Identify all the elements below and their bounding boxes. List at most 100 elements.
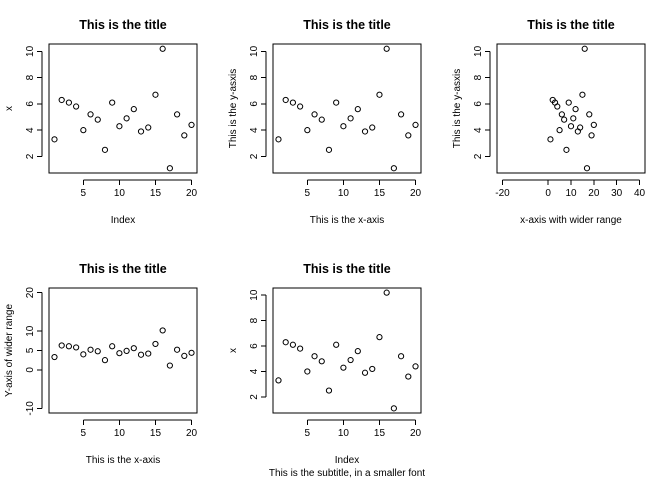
y-tick-label: 8 [25, 74, 36, 80]
data-point [333, 99, 340, 106]
data-point [275, 136, 282, 143]
data-point [397, 353, 405, 360]
data-point [340, 123, 347, 130]
data-point [297, 103, 304, 110]
data-points [275, 289, 419, 412]
chart-title: This is the title [303, 18, 391, 32]
x-tick-label: 15 [150, 428, 162, 439]
y-tick-label: 2 [249, 394, 260, 400]
x-axis-label: This is the x-axis [86, 455, 160, 466]
data-point [590, 121, 597, 129]
chart-panel-3: -20 0 10 20 30 40 2 4 6 8 10 This is the title x-axi… [452, 18, 646, 226]
data-point [166, 165, 173, 172]
data-point [347, 356, 354, 364]
data-point [289, 341, 297, 348]
data-point [561, 116, 568, 123]
x-tick-label: 5 [305, 428, 311, 439]
data-point [65, 343, 73, 350]
data-point [101, 146, 109, 153]
x-tick-label: 30 [611, 188, 623, 199]
data-point [137, 351, 145, 358]
y-tick-label: 2 [473, 153, 484, 159]
y-tick-label: 6 [25, 101, 36, 107]
data-point [289, 99, 297, 106]
data-point [318, 116, 325, 123]
data-point [304, 127, 311, 134]
data-point [130, 106, 137, 113]
data-point [325, 387, 333, 394]
data-points [51, 45, 195, 172]
x-tick-label: 5 [81, 188, 87, 199]
data-point [297, 345, 304, 352]
plot-frame [48, 43, 198, 174]
chart-panel-4: 5 10 15 20 -10 0 5 10 20 This is the title This is… [4, 262, 198, 466]
y-axis: 2 4 6 8 10 [473, 45, 491, 159]
data-point [51, 353, 58, 361]
x-axis-label: x-axis with wider range [520, 215, 622, 226]
x-tick-label: 15 [374, 188, 386, 199]
data-point [390, 405, 397, 412]
x-axis: 5 10 15 20 [305, 419, 422, 439]
data-point [405, 373, 412, 380]
data-point [570, 115, 577, 122]
data-point [282, 96, 289, 104]
chart-panel-5: 5 10 15 20 2 4 6 8 10 This is the title Index x This… [228, 262, 425, 479]
data-point [311, 353, 318, 360]
plot-frame [272, 43, 422, 174]
data-point [311, 111, 318, 118]
data-point [152, 340, 159, 348]
y-tick-label: 6 [249, 101, 260, 107]
data-point [547, 136, 554, 143]
y-tick-label: -10 [25, 401, 36, 416]
data-point [173, 111, 181, 118]
data-point [58, 96, 65, 104]
y-tick-label: 8 [473, 74, 484, 80]
data-point [376, 91, 383, 98]
data-point [188, 121, 195, 129]
x-tick-label: 20 [410, 188, 422, 199]
data-point [588, 132, 595, 139]
data-point [572, 106, 579, 113]
chart-title: This is the title [527, 18, 615, 32]
data-point [101, 357, 109, 364]
y-axis: 2 4 6 8 10 [25, 45, 43, 159]
y-tick-label: 4 [473, 127, 484, 133]
y-axis-label: x [228, 348, 239, 353]
data-point [563, 146, 570, 153]
y-tick-label: 0 [25, 367, 36, 373]
data-point [159, 327, 166, 334]
y-axis: 2 4 6 8 10 [249, 289, 267, 400]
data-point [181, 132, 188, 139]
y-tick-label: 6 [249, 343, 260, 349]
data-point [282, 339, 289, 346]
x-tick-label: 40 [634, 188, 646, 199]
data-point [369, 365, 376, 373]
x-axis: 5 10 15 20 [81, 419, 198, 439]
data-point [383, 45, 390, 52]
data-point [130, 345, 137, 352]
data-point [51, 136, 58, 143]
x-tick-label: 0 [545, 188, 551, 199]
data-point [579, 91, 586, 98]
data-point [354, 106, 361, 113]
data-point [405, 132, 412, 139]
y-tick-label: 2 [249, 153, 260, 159]
data-point [304, 368, 311, 375]
data-point [397, 111, 405, 118]
x-axis: 5 10 15 20 [305, 179, 422, 199]
data-point [145, 350, 152, 357]
data-point [567, 123, 575, 130]
data-point [376, 334, 383, 341]
data-point [577, 124, 584, 131]
data-point [556, 127, 563, 134]
data-point [347, 115, 354, 122]
x-tick-label: 5 [81, 428, 87, 439]
data-point [390, 165, 397, 172]
x-axis: -20 0 10 20 30 40 [495, 179, 646, 199]
data-point [109, 99, 116, 106]
x-tick-label: 10 [565, 188, 577, 199]
data-point [94, 348, 101, 355]
data-point [554, 103, 561, 110]
x-tick-label: 15 [374, 428, 386, 439]
